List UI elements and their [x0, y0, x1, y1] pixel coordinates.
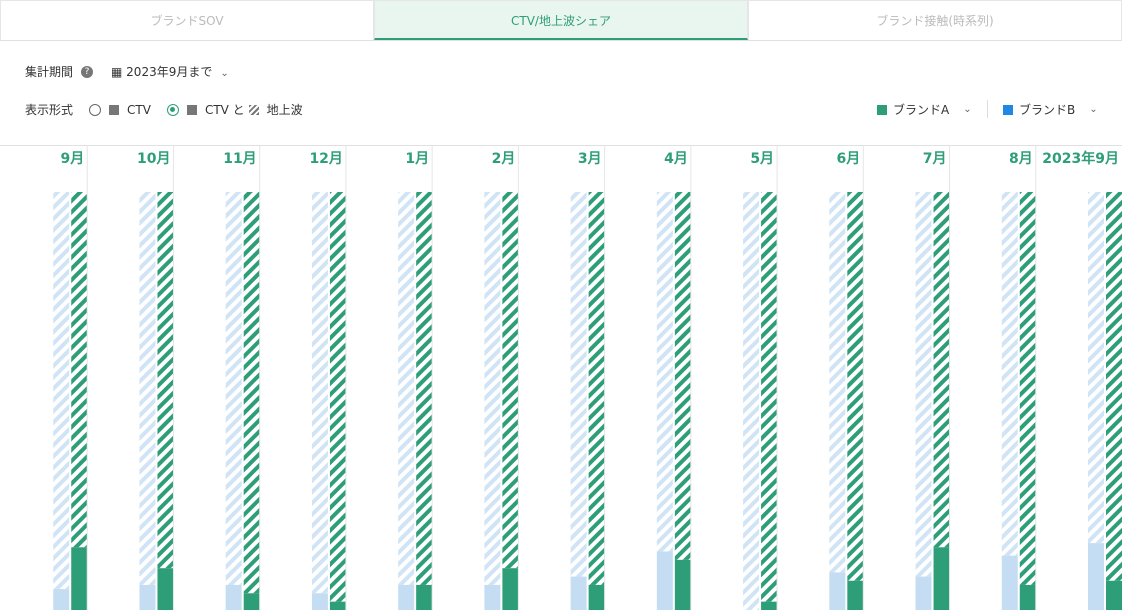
x-tick-label: 6月: [837, 151, 861, 167]
x-tick-label: 3月: [578, 151, 602, 167]
terrestrial-bar: [139, 192, 156, 585]
chart: 9月 10月 11月 12月 1月 2月 3月 4月 5月 6月 7月 8月 2023年9月: [0, 145, 1122, 610]
ctv-bar: [398, 584, 415, 610]
x-tick-label: 4月: [664, 151, 688, 167]
ctv-bar: [674, 559, 691, 610]
terrestrial-bar: [588, 192, 605, 585]
radio[interactable]: [89, 103, 102, 116]
legend-label: ブランドB: [1019, 103, 1076, 117]
ctv-bar: [53, 589, 70, 610]
ctv-bar: [588, 584, 605, 610]
x-tick-label: 8月: [1009, 151, 1033, 167]
x-tick-label: 5月: [750, 151, 774, 167]
format-label: 表示形式: [25, 103, 74, 117]
terrestrial-bar: [157, 192, 174, 569]
legend-label: ブランドA: [893, 103, 950, 117]
terrestrial-bar: [570, 192, 587, 577]
terrestrial-bar: [398, 192, 415, 585]
terrestrial-bar: [933, 192, 950, 548]
terrestrial-icon: [248, 104, 259, 115]
ctv-bar: [484, 584, 501, 610]
ctv-bar: [915, 576, 932, 610]
period-select[interactable]: ▦ 2023年9月まで ⌄: [111, 65, 229, 79]
terrestrial-bar: [656, 192, 673, 552]
legend-swatch: [877, 104, 887, 115]
ctv-bar: [416, 584, 433, 610]
format-row: 表示形式 CTV CTV と 地上波: [25, 101, 303, 118]
terrestrial-bar: [829, 192, 846, 573]
ctv-bar: [502, 568, 519, 610]
terrestrial-bar: [243, 192, 260, 594]
format-option: CTV: [127, 102, 151, 117]
period-value: 2023年9月まで: [126, 65, 213, 79]
ctv-bar: [329, 601, 346, 610]
ctv-bar: [1088, 543, 1104, 610]
x-tick-label: 10月: [137, 151, 170, 167]
period-label: 集計期間: [25, 65, 74, 79]
ctv-bar: [71, 547, 88, 610]
terrestrial-bar: [311, 192, 328, 594]
terrestrial-bar: [1019, 192, 1036, 585]
ctv-bar: [829, 572, 846, 610]
brand-select[interactable]: ブランドB ⌄: [1003, 101, 1098, 118]
help-icon[interactable]: ?: [81, 65, 94, 78]
format-option: 地上波: [266, 103, 303, 117]
ctv-bar: [1019, 584, 1036, 610]
terrestrial-bar: [1088, 192, 1104, 544]
ctv-bar: [933, 547, 950, 610]
terrestrial-bar: [329, 192, 346, 602]
ctv-bar: [243, 593, 260, 610]
tab-bar: ブランドSOV CTV/地上波シェア ブランド接触(時系列): [0, 0, 1122, 41]
ctv-bar: [761, 601, 778, 610]
ctv-icon: [109, 104, 120, 115]
legend-swatch: [1003, 104, 1013, 115]
x-tick-label: 11月: [223, 151, 256, 167]
divider: [987, 100, 988, 118]
ctv-bar: [1106, 580, 1122, 610]
terrestrial-bar: [674, 192, 691, 560]
brand-select[interactable]: ブランドA ⌄: [877, 101, 972, 118]
terrestrial-bar: [847, 192, 864, 581]
terrestrial-bar: [225, 192, 242, 585]
tab[interactable]: CTV/地上波シェア: [374, 0, 748, 40]
ctv-bar: [225, 584, 242, 610]
terrestrial-bar: [1001, 192, 1018, 556]
ctv-bar: [1001, 555, 1018, 610]
ctv-bar: [656, 551, 673, 610]
x-tick-label: 2月: [492, 151, 516, 167]
ctv-bar: [570, 576, 587, 610]
terrestrial-bar: [484, 192, 501, 585]
terrestrial-bar: [502, 192, 519, 569]
ctv-bar: [157, 568, 174, 610]
ctv-icon: [186, 104, 197, 115]
terrestrial-bar: [761, 192, 778, 602]
terrestrial-bar: [1106, 192, 1122, 581]
tab[interactable]: ブランド接触(時系列): [748, 0, 1122, 40]
format-option: CTV と: [204, 103, 245, 117]
terrestrial-bar: [53, 192, 70, 590]
x-tick-label: 12月: [309, 151, 342, 167]
ctv-bar: [139, 584, 156, 610]
x-tick-label: 1月: [405, 151, 429, 167]
terrestrial-bar: [915, 192, 932, 577]
radio[interactable]: [166, 103, 179, 116]
ctv-bar: [847, 580, 864, 610]
terrestrial-bar: [71, 192, 88, 548]
tab[interactable]: ブランドSOV: [0, 0, 374, 40]
x-tick-label: 2023年9月: [1042, 150, 1119, 167]
terrestrial-bar: [416, 192, 433, 585]
terrestrial-bar: [743, 192, 760, 610]
x-tick-label: 9月: [60, 151, 84, 167]
x-tick-label: 7月: [923, 151, 947, 167]
period-row: 集計期間 ? ▦ 2023年9月まで ⌄: [25, 63, 229, 80]
ctv-bar: [311, 593, 328, 610]
